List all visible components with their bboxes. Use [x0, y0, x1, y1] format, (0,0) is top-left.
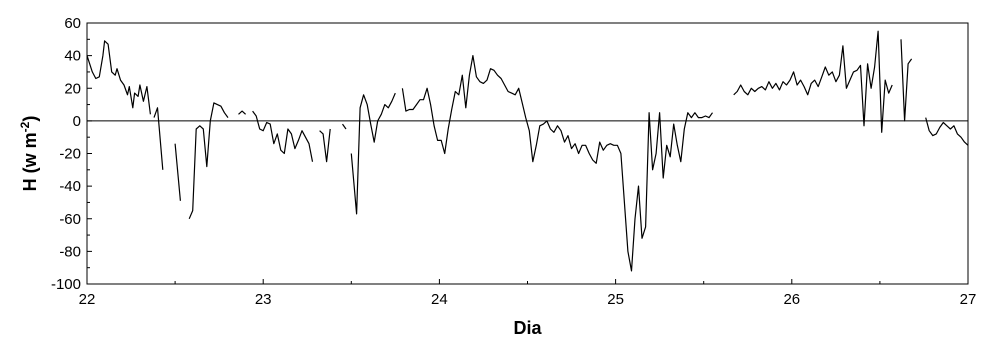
- y-axis-title-superscript: -2: [18, 121, 32, 132]
- y-axis-title-close: ): [20, 116, 40, 122]
- y-tick-label: -20: [59, 146, 81, 163]
- series-line-segment: [153, 107, 164, 170]
- x-tick-label: 24: [431, 291, 448, 308]
- series-line-segment: [342, 123, 347, 130]
- y-tick-label: 20: [64, 80, 81, 97]
- x-axis-title: Dia: [513, 318, 542, 338]
- y-axis-title-main: H (w m: [20, 132, 40, 191]
- plot-area: [86, 22, 969, 285]
- series-line-segment: [925, 117, 969, 146]
- y-axis-title: H (w m-2): [18, 116, 40, 192]
- y-tick-label: 0: [73, 113, 81, 130]
- series-line-segment: [188, 102, 229, 220]
- y-tick-label: 60: [64, 15, 81, 32]
- y-tick-label: -80: [59, 243, 81, 260]
- series-line-segment: [350, 92, 396, 215]
- series-line-segment: [86, 40, 151, 115]
- y-tick-label: 40: [64, 48, 81, 65]
- y-tick-label: -60: [59, 211, 81, 228]
- x-axis: 22 23 24 25 26 27: [79, 279, 977, 308]
- series-line-segment: [174, 143, 181, 201]
- y-tick-label: -40: [59, 178, 81, 195]
- x-tick-label: 25: [607, 291, 624, 308]
- x-tick-label: 23: [255, 291, 272, 308]
- series-layer: [86, 30, 969, 272]
- series-line-segment: [733, 30, 893, 133]
- series-line-segment: [319, 128, 331, 163]
- series-line-segment: [252, 110, 314, 162]
- x-tick-label: 22: [79, 291, 96, 308]
- y-tick-label: -100: [51, 276, 81, 293]
- y-axis: -100 -80 -60 -40 -20 0 20 40 60: [51, 15, 92, 293]
- series-line-segment: [401, 55, 713, 272]
- x-tick-label: 27: [960, 291, 977, 308]
- series-line-segment: [900, 39, 913, 122]
- x-tick-label: 26: [783, 291, 800, 308]
- plot-frame: [86, 22, 969, 285]
- series-line-segment: [238, 110, 247, 115]
